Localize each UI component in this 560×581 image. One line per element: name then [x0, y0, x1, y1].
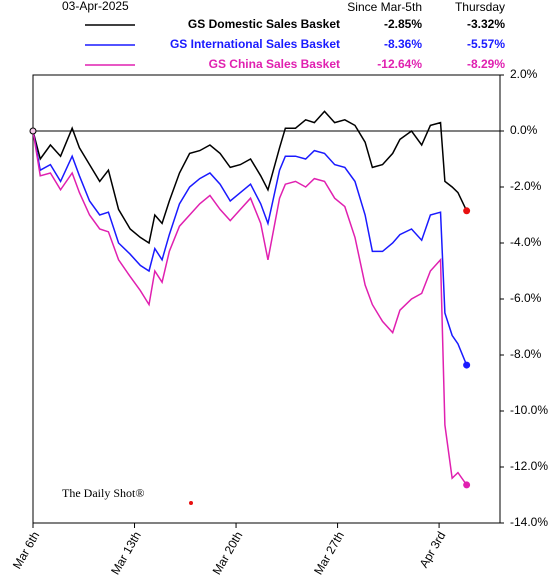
- end-marker: [463, 207, 471, 215]
- line-series: [32, 110, 468, 245]
- y-tick-label: -14.0%: [510, 515, 548, 529]
- x-tick-label: Mar 13th: [108, 529, 144, 577]
- legend-label: GS Domestic Sales Basket: [188, 17, 340, 31]
- line-series: [32, 130, 468, 366]
- y-tick-label: -4.0%: [510, 235, 542, 249]
- y-tick-label: -12.0%: [510, 459, 548, 473]
- line-series: [32, 130, 468, 486]
- legend-label: GS International Sales Basket: [170, 37, 340, 51]
- y-tick-label: -10.0%: [510, 403, 548, 417]
- since-value: -2.85%: [384, 17, 422, 31]
- y-tick-label: -8.0%: [510, 347, 542, 361]
- x-tick-label: Mar 27th: [311, 529, 347, 577]
- thursday-value: -8.29%: [467, 57, 505, 71]
- table-header: Thursday: [455, 0, 505, 14]
- since-value: -12.64%: [377, 57, 422, 71]
- y-tick-label: 0.0%: [510, 123, 538, 137]
- since-value: -8.36%: [384, 37, 422, 51]
- y-tick-label: -6.0%: [510, 291, 542, 305]
- table-header: Since Mar-5th: [347, 0, 422, 14]
- y-tick-label: -2.0%: [510, 179, 542, 193]
- plot-frame: [32, 74, 501, 524]
- end-marker: [463, 481, 471, 489]
- start-marker: [29, 127, 37, 135]
- watermark: The Daily Shot®: [62, 486, 144, 500]
- watermark-dot: [189, 501, 193, 505]
- thursday-value: -5.57%: [467, 37, 505, 51]
- end-marker: [463, 361, 471, 369]
- legend-label: GS China Sales Basket: [209, 57, 340, 71]
- y-tick-label: 2.0%: [510, 67, 538, 81]
- thursday-value: -3.32%: [467, 17, 505, 31]
- x-tick-label: Mar 20th: [210, 529, 246, 577]
- x-tick-label: Mar 6th: [10, 529, 42, 571]
- date-label: 03-Apr-2025: [62, 0, 129, 13]
- x-tick-label: Apr 3rd: [417, 529, 449, 570]
